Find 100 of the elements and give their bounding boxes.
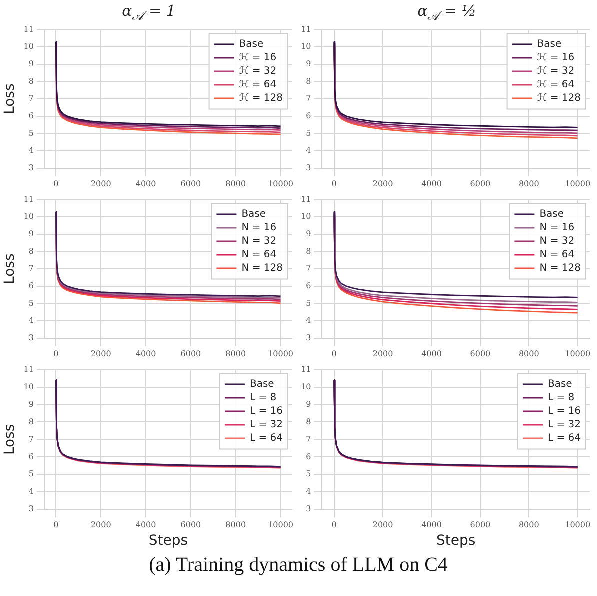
legend-label: Base bbox=[540, 209, 564, 220]
legend-label: ℋ = 128 bbox=[239, 93, 284, 104]
y-tick-label: 6 bbox=[28, 112, 34, 121]
x-tick-label: 4000 bbox=[422, 179, 442, 188]
y-tick-label: 10 bbox=[24, 212, 34, 222]
legend-label: ℋ = 128 bbox=[537, 93, 582, 104]
y-tick-label: 9 bbox=[306, 60, 312, 69]
x-tick-label: 8000 bbox=[226, 179, 246, 188]
y-tick-label: 4 bbox=[306, 487, 312, 496]
x-tick-label: 6000 bbox=[470, 179, 491, 188]
y-tick-label: 5 bbox=[28, 470, 34, 479]
y-tick-label: 8 bbox=[28, 76, 34, 86]
legend-label: N = 32 bbox=[242, 236, 277, 248]
y-tick-label: 9 bbox=[306, 400, 312, 409]
x-tick-label: 2000 bbox=[372, 520, 394, 530]
x-tick-label: 6000 bbox=[470, 520, 491, 530]
legend-label: Base bbox=[537, 39, 562, 50]
y-tick-label: 8 bbox=[28, 417, 34, 426]
legend-label: ℋ = 16 bbox=[537, 52, 575, 64]
x-tick-label: 0 bbox=[54, 179, 59, 188]
legend-label: L = 64 bbox=[250, 433, 284, 444]
legend-label: N = 128 bbox=[540, 263, 582, 274]
legend-label: ℋ = 64 bbox=[537, 80, 575, 91]
y-tick-label: 7 bbox=[28, 94, 34, 104]
y-tick-label: 11 bbox=[24, 194, 34, 204]
chart-title: α$_{𝒜}$ = 1 bbox=[121, 1, 177, 23]
y-tick-label: 9 bbox=[306, 230, 312, 239]
y-tick-label: 11 bbox=[300, 24, 312, 34]
x-tick-label: 8000 bbox=[226, 520, 246, 530]
legend-label: L = 32 bbox=[548, 420, 582, 431]
y-tick-label: 11 bbox=[300, 364, 312, 374]
x-tick-label: 0 bbox=[54, 349, 59, 358]
legend-label: Base bbox=[242, 209, 266, 220]
y-tick-label: 9 bbox=[28, 400, 34, 409]
y-axis-title: Loss bbox=[2, 254, 18, 284]
y-tick-label: 3 bbox=[28, 333, 34, 342]
x-tick-label: 8000 bbox=[518, 520, 540, 530]
chart-title: α$_{𝒜}$ = ½ bbox=[416, 1, 478, 23]
legend-label: ℋ = 16 bbox=[239, 52, 277, 64]
legend-label: N = 16 bbox=[540, 222, 575, 234]
y-tick-label: 10 bbox=[24, 42, 34, 52]
x-axis-title: Steps bbox=[148, 533, 188, 550]
y-tick-label: 3 bbox=[28, 504, 34, 514]
x-tick-label: 10000 bbox=[565, 349, 591, 358]
y-tick-label: 11 bbox=[300, 194, 312, 204]
y-tick-label: 11 bbox=[24, 24, 34, 34]
x-tick-label: 10000 bbox=[268, 349, 294, 358]
y-tick-label: 11 bbox=[24, 364, 34, 374]
x-tick-label: 8000 bbox=[226, 349, 246, 358]
x-tick-label: 6000 bbox=[470, 349, 491, 358]
y-tick-label: 10 bbox=[300, 42, 312, 52]
x-tick-label: 6000 bbox=[180, 520, 202, 530]
x-tick-label: 2000 bbox=[372, 349, 394, 358]
x-tick-label: 8000 bbox=[518, 349, 540, 358]
y-axis-title: Loss bbox=[2, 424, 18, 456]
legend-label: ℋ = 32 bbox=[537, 66, 575, 78]
x-tick-label: 2000 bbox=[90, 349, 112, 358]
y-tick-label: 6 bbox=[306, 112, 312, 121]
x-tick-label: 4000 bbox=[136, 349, 156, 358]
y-tick-label: 7 bbox=[28, 264, 34, 274]
legend-label: N = 64 bbox=[540, 250, 575, 261]
y-tick-label: 6 bbox=[28, 282, 34, 291]
x-tick-label: 4000 bbox=[136, 179, 156, 188]
y-tick-label: 7 bbox=[28, 434, 34, 444]
legend-label: ℋ = 64 bbox=[239, 80, 277, 91]
y-tick-label: 6 bbox=[306, 452, 312, 462]
y-tick-label: 4 bbox=[28, 146, 34, 156]
legend-label: ℋ = 32 bbox=[239, 66, 277, 78]
text: (a) Training dynamics of LLM on C4 bbox=[148, 554, 449, 577]
x-tick-label: 0 bbox=[332, 179, 337, 188]
x-tick-label: 4000 bbox=[136, 520, 156, 530]
legend-label: N = 128 bbox=[242, 263, 284, 274]
x-tick-label: 10000 bbox=[565, 179, 591, 188]
legend-label: N = 32 bbox=[540, 236, 575, 248]
y-tick-label: 7 bbox=[306, 94, 312, 104]
y-tick-label: 10 bbox=[24, 382, 34, 392]
legend-label: L = 8 bbox=[250, 392, 277, 404]
legend-label: N = 16 bbox=[242, 222, 277, 234]
x-tick-label: 6000 bbox=[180, 349, 202, 358]
legend-label: Base bbox=[239, 39, 264, 50]
y-tick-label: 5 bbox=[28, 128, 34, 138]
y-tick-label: 4 bbox=[306, 316, 312, 326]
y-tick-label: 3 bbox=[28, 163, 34, 172]
x-tick-label: 0 bbox=[332, 520, 337, 530]
x-tick-label: 6000 bbox=[180, 179, 202, 188]
y-tick-label: 3 bbox=[306, 504, 312, 514]
y-tick-label: 7 bbox=[306, 434, 312, 444]
y-tick-label: 8 bbox=[306, 246, 312, 256]
x-tick-label: 4000 bbox=[422, 349, 442, 358]
y-tick-label: 7 bbox=[306, 264, 312, 274]
y-tick-label: 8 bbox=[28, 246, 34, 256]
y-tick-label: 5 bbox=[306, 298, 312, 308]
x-tick-label: 10000 bbox=[565, 520, 591, 530]
legend-label: Base bbox=[548, 379, 572, 390]
x-tick-label: 2000 bbox=[372, 179, 394, 188]
y-tick-label: 3 bbox=[306, 333, 312, 342]
y-tick-label: 4 bbox=[306, 146, 312, 156]
y-tick-label: 3 bbox=[306, 163, 312, 172]
x-tick-label: 0 bbox=[54, 520, 59, 530]
y-tick-label: 5 bbox=[28, 298, 34, 308]
